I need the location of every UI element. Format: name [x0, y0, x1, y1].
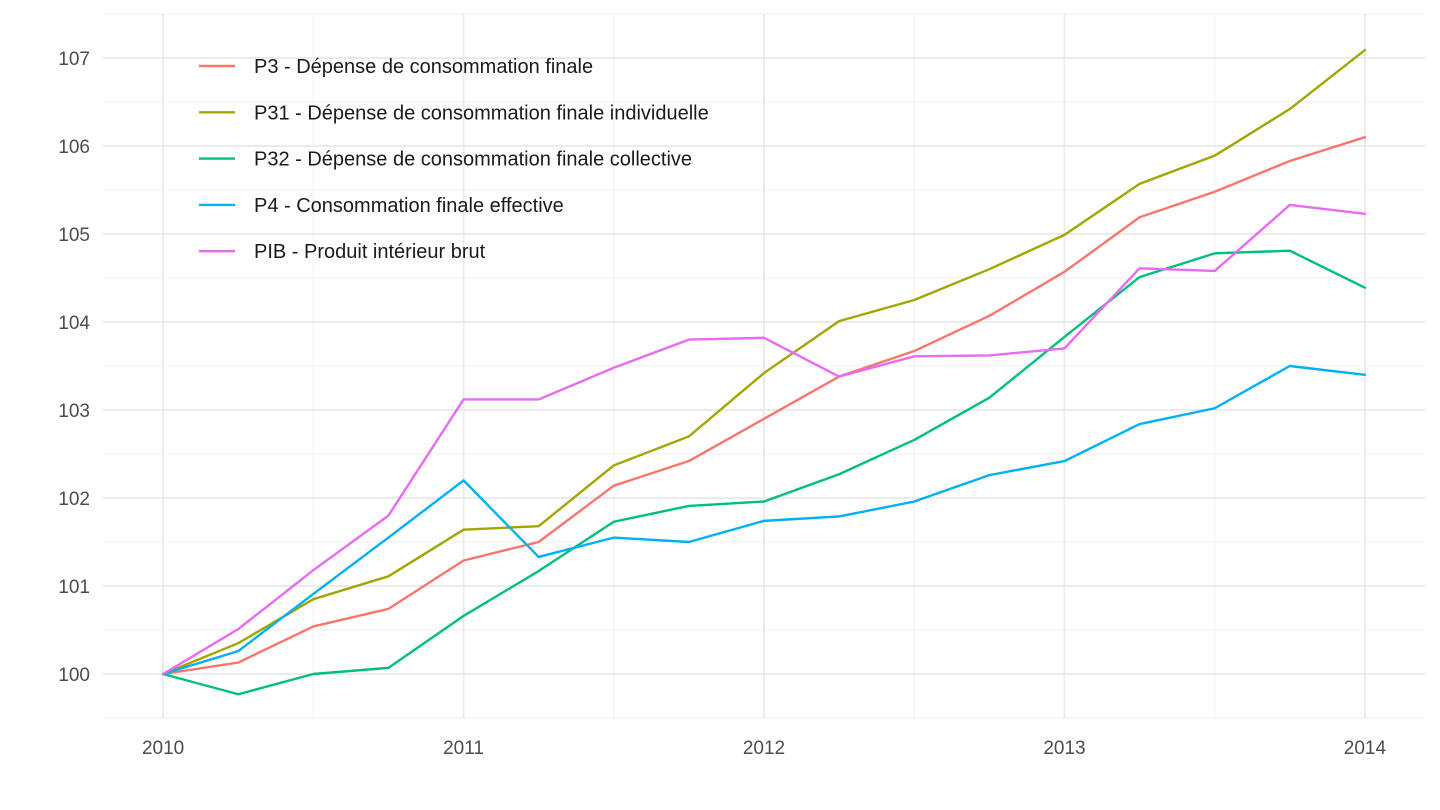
legend-item: P4 - Consommation finale effective [199, 195, 564, 217]
legend-label: P3 - Dépense de consommation finale [254, 56, 593, 78]
series-line-4 [161, 203, 1367, 676]
y-tick-label: 105 [58, 225, 90, 246]
legend: P3 - Dépense de consommation finale P31 -… [199, 56, 709, 263]
legend-item: PIB - Produit intérieur brut [199, 241, 486, 263]
x-tick-label: 2013 [1043, 738, 1085, 759]
legend-item: P31 - Dépense de consommation finale ind… [199, 102, 709, 124]
series-lines [161, 48, 1367, 696]
y-tick-label: 102 [58, 489, 90, 510]
x-tick-label: 2012 [743, 738, 785, 759]
y-tick-label: 103 [58, 401, 90, 422]
x-tick-label: 2010 [142, 738, 184, 759]
legend-label: P32 - Dépense de consommation finale col… [254, 149, 692, 171]
y-tick-label: 106 [58, 137, 90, 158]
series-line-1 [161, 48, 1367, 676]
legend-item: P32 - Dépense de consommation finale col… [199, 149, 692, 171]
series-line-3 [161, 364, 1367, 676]
x-tick-label: 2011 [443, 738, 484, 759]
legend-label: P4 - Consommation finale effective [254, 195, 564, 217]
legend-item: P3 - Dépense de consommation finale [199, 56, 593, 78]
x-tick-label: 2014 [1344, 738, 1387, 759]
legend-label: P31 - Dépense de consommation finale ind… [254, 102, 709, 124]
y-tick-label: 101 [58, 577, 90, 598]
axis-labels: 2010 2011 2012 2013 2014 100 101 102 103 104 105 10… [58, 49, 1386, 759]
legend-label: PIB - Produit intérieur brut [254, 241, 486, 263]
y-tick-label: 100 [58, 665, 90, 686]
y-tick-label: 107 [58, 49, 90, 70]
series-line-0 [161, 135, 1367, 676]
y-tick-label: 104 [58, 313, 90, 334]
